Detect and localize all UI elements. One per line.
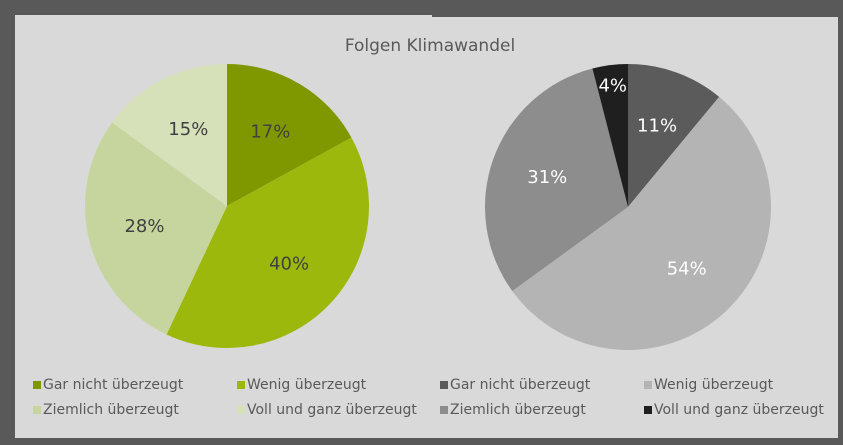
data-label: 15% xyxy=(168,119,208,140)
pie-slice xyxy=(84,122,227,335)
pie-slice xyxy=(592,64,628,207)
legend-swatch xyxy=(237,406,245,414)
data-label: 31% xyxy=(527,167,567,188)
legend-swatch xyxy=(237,381,245,389)
legend-swatch xyxy=(33,381,41,389)
pie-slice xyxy=(166,137,369,348)
data-label: 40% xyxy=(269,253,309,274)
legend-swatch xyxy=(33,406,41,414)
legend-label: Voll und ganz überzeugt xyxy=(654,402,824,418)
legend-label: Ziemlich überzeugt xyxy=(450,402,586,418)
legend-label: Wenig überzeugt xyxy=(247,377,367,393)
legend-label: Wenig überzeugt xyxy=(654,377,774,393)
chart-title: Folgen Klimawandel xyxy=(345,36,515,56)
legend-label: Gar nicht überzeugt xyxy=(450,377,591,393)
data-label: 4% xyxy=(598,75,627,96)
pie-slice xyxy=(112,64,227,206)
data-label: 54% xyxy=(667,259,707,280)
legend-label: Gar nicht überzeugt xyxy=(43,377,184,393)
pie-slice xyxy=(485,68,628,292)
legend-swatch xyxy=(440,406,448,414)
pie-slice xyxy=(227,64,352,206)
data-label: 28% xyxy=(124,216,164,237)
pie-slice xyxy=(512,96,771,351)
legend-label: Voll und ganz überzeugt xyxy=(247,402,417,418)
data-label: 11% xyxy=(637,115,677,136)
legend-swatch xyxy=(440,381,448,389)
legend-swatch xyxy=(644,406,652,414)
legend-label: Ziemlich überzeugt xyxy=(43,402,179,418)
pie-slice xyxy=(628,64,720,207)
legend-swatch xyxy=(644,381,652,389)
data-label: 17% xyxy=(250,122,290,143)
